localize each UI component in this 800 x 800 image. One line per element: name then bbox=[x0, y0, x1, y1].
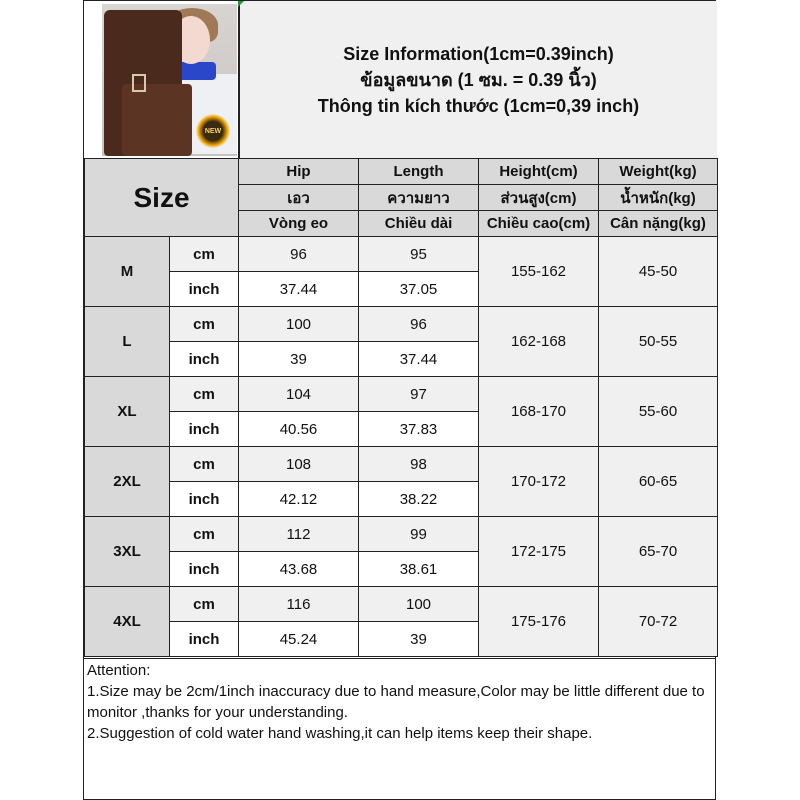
title-thai: ข้อมูลขนาด (1 ซม. = 0.39 นิ้ว) bbox=[360, 69, 597, 90]
new-badge-icon: NEW bbox=[196, 114, 230, 148]
unit-inch: inch bbox=[169, 621, 239, 657]
size-label: XL bbox=[84, 376, 170, 447]
size-label: L bbox=[84, 306, 170, 377]
length-inch: 39 bbox=[358, 621, 479, 657]
hip-inch: 42.12 bbox=[238, 481, 359, 517]
weight-range: 65-70 bbox=[598, 516, 718, 587]
weight-range: 60-65 bbox=[598, 446, 718, 517]
size-label: M bbox=[84, 236, 170, 307]
unit-inch: inch bbox=[169, 271, 239, 307]
col-height-th: ส่วนสูง(cm) bbox=[478, 184, 599, 211]
hip-inch: 39 bbox=[238, 341, 359, 377]
hip-cm: 104 bbox=[238, 376, 359, 412]
col-hip-en: Hip bbox=[238, 158, 359, 185]
attention-line-2: 2.Suggestion of cold water hand washing,… bbox=[87, 725, 593, 742]
hip-cm: 96 bbox=[238, 236, 359, 272]
size-label: 3XL bbox=[84, 516, 170, 587]
col-hip-vi: Vòng eo bbox=[238, 210, 359, 237]
size-chart: NEW Size Information(1cm=0.39inch) ข้อมู… bbox=[83, 0, 718, 800]
table-row-inch: inch 42.12 38.22 bbox=[85, 481, 718, 517]
height-range: 175-176 bbox=[478, 586, 599, 657]
title-english: Size Information(1cm=0.39inch) bbox=[343, 43, 614, 64]
length-inch: 38.61 bbox=[358, 551, 479, 587]
length-cm: 97 bbox=[358, 376, 479, 412]
unit-cm: cm bbox=[169, 586, 239, 622]
product-photo: NEW bbox=[102, 4, 237, 156]
col-length-vi: Chiều dài bbox=[358, 210, 479, 237]
table-row-inch: inch 39 37.44 bbox=[85, 341, 718, 377]
unit-cm: cm bbox=[169, 446, 239, 482]
title-vietnamese: Thông tin kích thước (1cm=0,39 inch) bbox=[317, 95, 640, 116]
cell-marker-icon bbox=[238, 1, 244, 7]
hip-inch: 45.24 bbox=[238, 621, 359, 657]
brand-logo-icon bbox=[132, 74, 146, 92]
unit-inch: inch bbox=[169, 481, 239, 517]
table-row-cm: XL cm 104 97 168-170 55-60 bbox=[84, 376, 718, 447]
col-length-th: ความยาว bbox=[358, 184, 479, 211]
length-cm: 95 bbox=[358, 236, 479, 272]
table-row-cm: 3XL cm 112 99 172-175 65-70 bbox=[84, 516, 718, 587]
height-range: 170-172 bbox=[478, 446, 599, 517]
weight-range: 50-55 bbox=[598, 306, 718, 377]
length-cm: 98 bbox=[358, 446, 479, 482]
hip-cm: 108 bbox=[238, 446, 359, 482]
unit-inch: inch bbox=[169, 551, 239, 587]
attention-line-1: 1.Size may be 2cm/1inch inaccuracy due t… bbox=[87, 683, 705, 721]
length-inch: 37.83 bbox=[358, 411, 479, 447]
attention-heading: Attention: bbox=[87, 662, 151, 679]
table-row-inch: inch 37.44 37.05 bbox=[85, 271, 718, 307]
col-weight-en: Weight(kg) bbox=[598, 158, 718, 185]
height-range: 172-175 bbox=[478, 516, 599, 587]
col-height-vi: Chiều cao(cm) bbox=[478, 210, 599, 237]
table-row-cm: 2XL cm 108 98 170-172 60-65 bbox=[84, 446, 718, 517]
hip-inch: 43.68 bbox=[238, 551, 359, 587]
hip-cm: 100 bbox=[238, 306, 359, 342]
height-range: 155-162 bbox=[478, 236, 599, 307]
length-inch: 37.05 bbox=[358, 271, 479, 307]
col-height-en: Height(cm) bbox=[478, 158, 599, 185]
size-information-title: Size Information(1cm=0.39inch) ข้อมูลขนา… bbox=[238, 1, 717, 158]
weight-range: 70-72 bbox=[598, 586, 718, 657]
length-cm: 100 bbox=[358, 586, 479, 622]
table-row-cm: 4XL cm 116 100 175-176 70-72 bbox=[84, 586, 718, 657]
size-label: 4XL bbox=[84, 586, 170, 657]
size-table: Size Hip Length Height(cm) Weight(kg) เอ… bbox=[84, 158, 718, 657]
weight-range: 55-60 bbox=[598, 376, 718, 447]
size-label: 2XL bbox=[84, 446, 170, 517]
col-length-en: Length bbox=[358, 158, 479, 185]
col-hip-th: เอว bbox=[238, 184, 359, 211]
unit-cm: cm bbox=[169, 236, 239, 272]
unit-cm: cm bbox=[169, 516, 239, 552]
col-weight-vi: Cân nặng(kg) bbox=[598, 210, 718, 237]
unit-inch: inch bbox=[169, 411, 239, 447]
length-inch: 37.44 bbox=[358, 341, 479, 377]
height-range: 162-168 bbox=[478, 306, 599, 377]
unit-cm: cm bbox=[169, 376, 239, 412]
hip-inch: 37.44 bbox=[238, 271, 359, 307]
hip-inch: 40.56 bbox=[238, 411, 359, 447]
photo-badge-text: NEW bbox=[204, 127, 222, 135]
unit-cm: cm bbox=[169, 306, 239, 342]
unit-inch: inch bbox=[169, 341, 239, 377]
table-row-inch: inch 45.24 39 bbox=[85, 621, 718, 657]
length-inch: 38.22 bbox=[358, 481, 479, 517]
length-cm: 96 bbox=[358, 306, 479, 342]
table-row-inch: inch 43.68 38.61 bbox=[85, 551, 718, 587]
header-section: NEW Size Information(1cm=0.39inch) ข้อมู… bbox=[84, 1, 717, 160]
height-range: 168-170 bbox=[478, 376, 599, 447]
size-header: Size bbox=[84, 158, 239, 237]
hip-cm: 116 bbox=[238, 586, 359, 622]
length-cm: 99 bbox=[358, 516, 479, 552]
table-row-inch: inch 40.56 37.83 bbox=[85, 411, 718, 447]
weight-range: 45-50 bbox=[598, 236, 718, 307]
col-weight-th: น้ำหนัก(kg) bbox=[598, 184, 718, 211]
attention-notes: Attention: 1.Size may be 2cm/1inch inacc… bbox=[84, 658, 715, 745]
hip-cm: 112 bbox=[238, 516, 359, 552]
